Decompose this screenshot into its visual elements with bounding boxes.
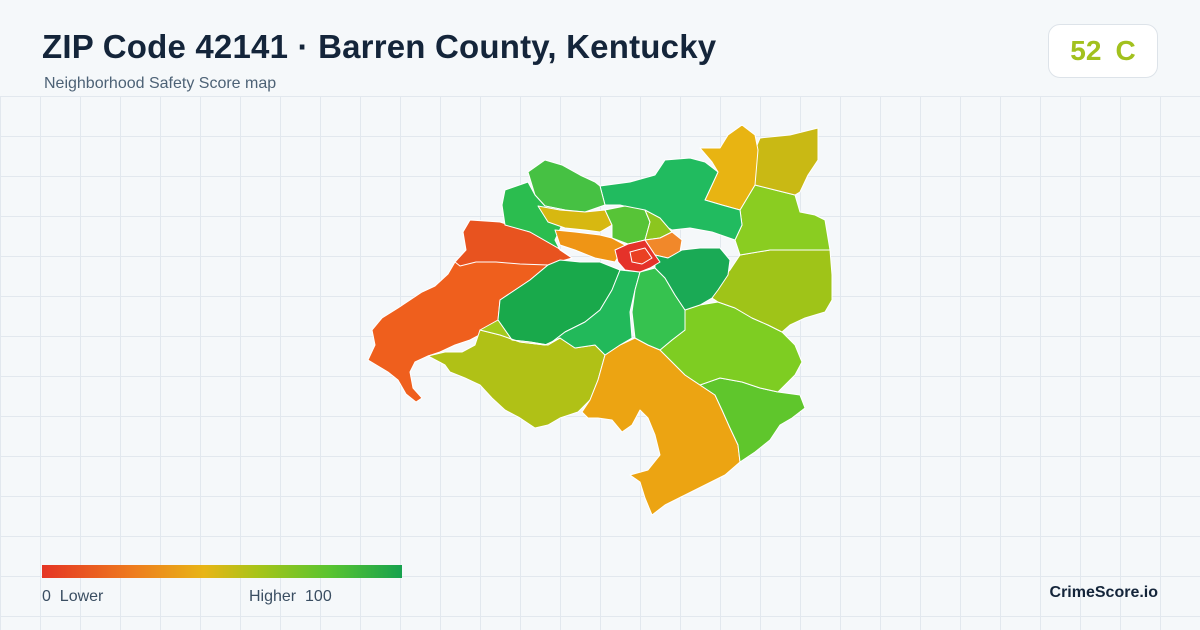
legend-min-label: 0 Lower	[42, 588, 103, 606]
legend-gradient-bar	[42, 565, 402, 578]
safety-score-badge: 52 C	[1048, 24, 1158, 78]
map-region-center-east[interactable]	[654, 247, 731, 311]
score-value: 52	[1070, 35, 1102, 66]
legend-max-value: 100	[305, 588, 332, 605]
brand-logo-text[interactable]: CrimeScore.io	[1049, 584, 1158, 601]
legend-min-value: 0	[42, 588, 51, 605]
page-title: ZIP Code 42141 · Barren County, Kentucky	[42, 28, 717, 65]
map-region-inner-north-yellow[interactable]	[537, 205, 613, 233]
page-subtitle: Neighborhood Safety Score map	[44, 75, 277, 92]
map-region-downtown-red-2[interactable]	[629, 247, 653, 265]
legend-max-text: Higher	[249, 588, 297, 605]
map-region-ring-yellow-green[interactable]	[479, 319, 561, 346]
score-grade: C	[1115, 35, 1136, 66]
map-region-east-middle[interactable]	[711, 249, 833, 333]
map-region-northeast-tip[interactable]	[754, 127, 819, 196]
legend-max-label: Higher 100	[249, 588, 332, 606]
legend-min-text: Lower	[59, 588, 104, 605]
map-region-center[interactable]	[547, 269, 641, 356]
map-region-north-left[interactable]	[501, 181, 573, 259]
map-region-inner-green-a[interactable]	[604, 205, 651, 245]
